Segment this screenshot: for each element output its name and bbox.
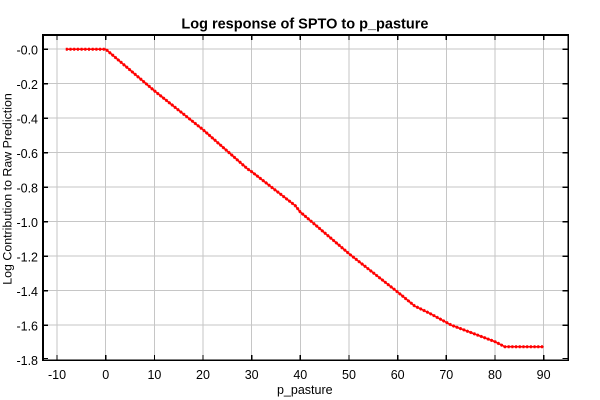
svg-text:0: 0 xyxy=(102,368,109,382)
svg-text:Log Contribution to Raw Predic: Log Contribution to Raw Prediction xyxy=(0,93,14,285)
svg-text:90: 90 xyxy=(537,368,551,382)
svg-text:Log response of SPTO to p_past: Log response of SPTO to p_pasture xyxy=(181,16,428,32)
svg-text:30: 30 xyxy=(245,368,259,382)
svg-text:70: 70 xyxy=(439,368,453,382)
svg-text:p_pasture: p_pasture xyxy=(277,383,333,397)
svg-text:-1.8: -1.8 xyxy=(16,354,38,368)
svg-text:80: 80 xyxy=(488,368,502,382)
svg-text:-0.8: -0.8 xyxy=(16,182,38,196)
svg-text:10: 10 xyxy=(147,368,161,382)
svg-text:-0.0: -0.0 xyxy=(16,44,38,58)
svg-text:60: 60 xyxy=(391,368,405,382)
svg-text:-10: -10 xyxy=(48,368,66,382)
svg-text:-0.6: -0.6 xyxy=(16,147,38,161)
svg-text:20: 20 xyxy=(196,368,210,382)
svg-text:-1.2: -1.2 xyxy=(16,251,38,265)
svg-text:-0.2: -0.2 xyxy=(16,78,38,92)
svg-text:-1.4: -1.4 xyxy=(16,285,38,299)
svg-text:-1.0: -1.0 xyxy=(16,216,38,230)
svg-text:-0.4: -0.4 xyxy=(16,113,38,127)
svg-text:40: 40 xyxy=(293,368,307,382)
svg-text:-1.6: -1.6 xyxy=(16,320,38,334)
svg-text:50: 50 xyxy=(342,368,356,382)
